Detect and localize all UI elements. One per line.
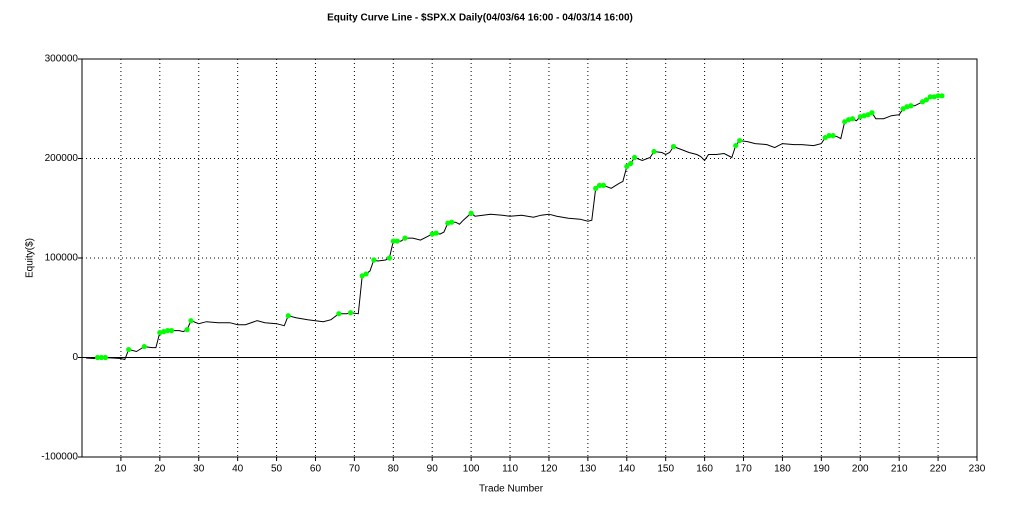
x-tick-label: 230 [969,464,986,475]
high-marker [869,110,875,116]
x-tick-label: 160 [696,464,713,475]
high-marker [919,99,926,105]
equity-line [85,95,942,361]
x-axis-label: Trade Number [479,484,544,495]
high-marker [861,113,867,119]
high-marker [157,330,163,336]
x-tick-label: 190 [813,464,830,475]
x-tick-label: 150 [657,464,674,475]
y-tick-label: 100000 [45,253,79,264]
high-marker [94,354,101,361]
x-tick-label: 210 [891,464,908,475]
x-tick-label: 220 [930,464,947,475]
high-marker [624,163,630,170]
high-marker [865,112,871,118]
high-marker [285,313,291,319]
high-marker [141,343,147,350]
high-marker [927,94,933,100]
high-marker [596,182,603,188]
high-marker [904,104,910,110]
high-marker [347,310,354,316]
x-tick-label: 120 [541,464,558,475]
chart-title: Equity Curve Line - $SPX.X Daily(04/03/6… [327,13,633,24]
high-marker [98,354,105,361]
high-marker [849,116,856,122]
high-marker [188,318,194,324]
y-tick-label: 200000 [45,153,79,164]
high-marker [931,94,937,100]
x-tick-label: 70 [349,464,361,475]
high-marker [433,230,439,236]
x-tick-label: 200 [852,464,869,475]
high-marker [826,133,832,139]
high-marker [845,117,852,123]
x-tick-label: 170 [735,464,752,475]
high-marker [371,257,377,263]
x-tick-label: 80 [388,464,400,475]
high-marker [651,148,657,155]
high-marker [363,271,369,277]
x-tick-label: 60 [310,464,322,475]
high-marker [900,106,906,112]
high-marker [923,97,930,103]
x-tick-label: 110 [502,464,518,475]
x-tick-label: 90 [427,464,439,475]
high-marker [390,238,396,244]
high-marker [670,143,677,150]
high-marker [631,154,638,161]
x-tick-label: 180 [774,464,791,475]
high-marker [593,185,599,191]
x-tick-label: 100 [463,464,480,475]
high-marker [386,255,393,261]
high-marker [737,137,743,144]
high-marker [822,135,828,141]
x-tick-label: 130 [580,464,597,475]
high-marker [449,219,455,225]
high-marker [165,328,171,334]
high-marker [935,93,941,99]
x-tick-label: 10 [115,464,127,475]
x-tick-label: 40 [232,464,244,475]
high-marker [429,231,435,237]
high-marker [939,93,945,99]
high-marker [600,182,607,188]
high-marker [168,328,175,334]
high-marker [161,329,167,335]
x-tick-label: 20 [154,464,166,475]
high-marker [830,133,836,139]
high-marker [336,311,342,317]
high-marker [184,327,190,333]
y-tick-label: 0 [72,352,78,363]
high-marker [628,160,634,167]
high-marker [445,220,451,226]
high-marker [733,142,739,149]
high-marker [126,346,132,353]
x-tick-label: 30 [193,464,205,475]
x-tick-label: 50 [271,464,283,475]
high-marker [468,210,474,216]
y-tick-label: -100000 [41,452,78,463]
high-marker [359,273,365,279]
y-axis-label: Equity($) [25,238,36,278]
high-marker [842,119,848,125]
x-tick-label: 140 [618,464,635,475]
high-marker [857,114,863,120]
y-tick-label: 300000 [45,54,79,65]
high-marker [402,235,408,241]
high-marker [394,238,400,244]
high-marker [102,354,108,361]
high-marker [908,103,914,109]
